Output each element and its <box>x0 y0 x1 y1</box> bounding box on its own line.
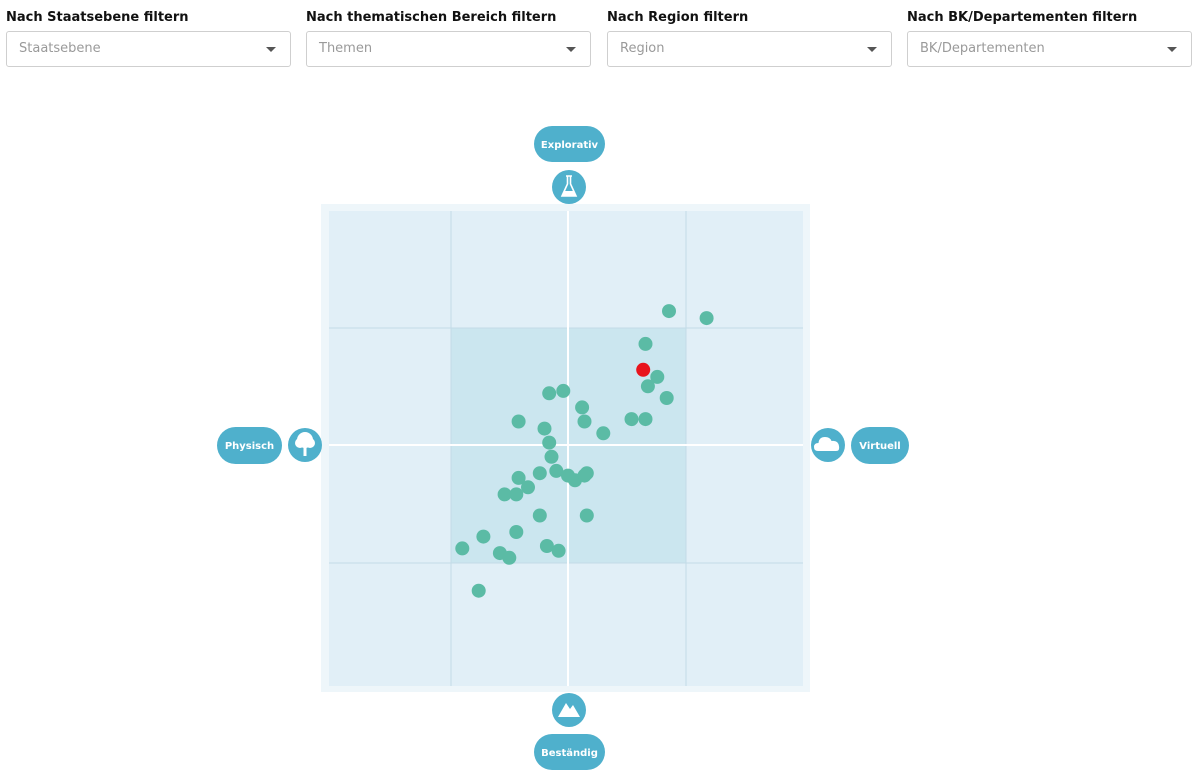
data-point[interactable] <box>556 383 571 398</box>
data-point[interactable] <box>579 508 594 523</box>
data-point[interactable] <box>577 414 592 429</box>
highlighted-data-point[interactable] <box>636 362 651 377</box>
themen-placeholder: Themen <box>319 41 373 56</box>
filter-label-departemente: Nach BK/Departementen filtern <box>907 10 1138 25</box>
data-point[interactable] <box>509 525 524 539</box>
data-point[interactable] <box>521 480 535 495</box>
data-point[interactable] <box>532 508 547 523</box>
filter-region: Nach Region filtern Region <box>607 8 892 67</box>
axis-label-left: Physisch <box>225 441 274 452</box>
region-select[interactable]: Region <box>607 31 892 67</box>
data-point[interactable] <box>624 412 639 427</box>
data-point[interactable] <box>511 414 526 429</box>
data-point[interactable] <box>542 386 557 401</box>
tree-icon <box>288 428 322 462</box>
axis-label-bottom: Beständig <box>541 748 598 759</box>
grid <box>329 211 803 686</box>
cloud-icon-shape <box>814 437 840 451</box>
data-point[interactable] <box>542 435 557 450</box>
axis-pill-top-bg <box>534 126 605 162</box>
data-point[interactable] <box>638 412 653 427</box>
staatsebene-placeholder: Staatsebene <box>19 41 101 56</box>
chevron-down-icon <box>867 47 877 52</box>
axis-pill-right-bg <box>851 427 909 464</box>
chevron-down-icon <box>1167 47 1177 52</box>
filter-label-staatsebene: Nach Staatsebene filtern <box>6 10 189 25</box>
data-point[interactable] <box>502 550 517 565</box>
departemente-placeholder: BK/Departementen <box>920 41 1045 56</box>
chevron-down-icon <box>266 47 276 52</box>
filter-departemente: Nach BK/Departementen filtern BK/Departe… <box>907 8 1192 67</box>
data-point[interactable] <box>699 311 714 326</box>
mountain-icon <box>552 693 586 727</box>
tree-icon-crown-right <box>305 438 315 448</box>
data-point[interactable] <box>640 379 655 394</box>
axis-pill-bottom[interactable]: Beständig <box>534 734 605 770</box>
data-point[interactable] <box>532 466 547 481</box>
data-point[interactable] <box>551 543 566 558</box>
data-point[interactable] <box>471 583 486 598</box>
filter-staatsebene: Nach Staatsebene filtern Staatsebene <box>6 8 291 67</box>
data-point[interactable] <box>596 426 611 441</box>
data-point[interactable] <box>511 470 526 485</box>
data-point[interactable] <box>509 487 524 502</box>
data-point[interactable] <box>549 463 564 478</box>
staatsebene-select[interactable]: Staatsebene <box>6 31 291 67</box>
data-point[interactable] <box>650 369 665 384</box>
flask-icon <box>552 170 586 204</box>
filter-label-themen: Nach thematischen Bereich filtern <box>306 10 557 25</box>
flask-icon-liquid <box>562 191 576 196</box>
themen-select[interactable]: Themen <box>306 31 591 67</box>
axis-label-top: Explorativ <box>541 140 599 151</box>
departemente-select[interactable]: BK/Departementen <box>907 31 1192 67</box>
data-point[interactable] <box>455 541 470 556</box>
axis-pill-left-bg <box>217 427 282 464</box>
data-point[interactable] <box>539 539 554 553</box>
cloud-icon <box>811 428 845 462</box>
data-point[interactable] <box>638 336 653 351</box>
tree-icon-crown-left <box>295 438 305 448</box>
filter-themen: Nach thematischen Bereich filtern Themen <box>306 8 591 67</box>
filter-bar: Nach Staatsebene filtern Staatsebene Nac… <box>0 0 1200 80</box>
chevron-down-icon <box>566 47 576 52</box>
axis-label-right: Virtuell <box>859 441 900 452</box>
axis-pill-bottom-bg <box>534 734 605 770</box>
region-placeholder: Region <box>620 41 665 56</box>
filter-label-region: Nach Region filtern <box>607 10 749 25</box>
mountain-icon-shape <box>558 703 580 717</box>
data-point[interactable] <box>537 421 552 436</box>
data-point[interactable] <box>662 304 676 319</box>
data-point[interactable] <box>577 468 592 483</box>
data-point[interactable] <box>497 487 512 502</box>
data-point[interactable] <box>575 400 590 415</box>
data-point[interactable] <box>476 529 491 544</box>
data-point[interactable] <box>544 449 559 464</box>
flask-icon-circle <box>552 170 586 204</box>
axis-pill-top[interactable]: Explorativ <box>534 126 605 162</box>
axis-pill-left[interactable]: Physisch <box>217 427 282 464</box>
data-point[interactable] <box>659 391 674 405</box>
axis-pill-right[interactable]: Virtuell <box>851 427 909 464</box>
tree-icon-trunk <box>303 446 307 456</box>
data-points <box>455 304 714 598</box>
